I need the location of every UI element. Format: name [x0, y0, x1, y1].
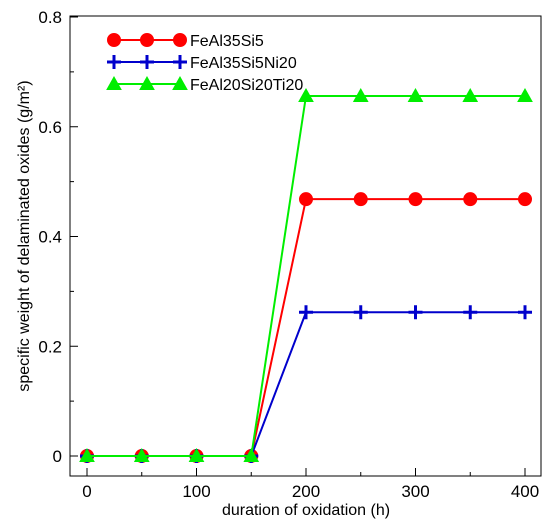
- data-point: [518, 192, 532, 207]
- data-point: [408, 305, 423, 320]
- legend-entry: FeAl35Si5: [107, 33, 264, 50]
- data-point: [352, 87, 369, 103]
- legend-marker: [173, 55, 187, 69]
- x-tick-label: 300: [401, 482, 429, 501]
- data-point: [408, 192, 423, 207]
- data-point: [79, 447, 95, 462]
- data-point: [462, 87, 479, 103]
- data-point: [517, 87, 533, 103]
- legend-marker: [107, 33, 121, 47]
- y-tick-label: 0.6: [38, 118, 62, 137]
- legend-marker: [140, 33, 154, 47]
- x-tick-label: 400: [511, 482, 539, 501]
- series-FeAl35Si5: [80, 192, 532, 463]
- series-FeAl35Si5Ni20: [80, 305, 532, 463]
- data-point: [243, 447, 260, 462]
- legend-marker: [107, 55, 121, 69]
- data-point: [407, 87, 424, 103]
- x-tick-label: 100: [182, 482, 210, 501]
- data-point: [463, 305, 478, 320]
- x-axis-label: duration of oxidation (h): [222, 502, 390, 519]
- series-line: [87, 311, 525, 457]
- data-point: [298, 87, 314, 103]
- legend-entry: FeAl20Si20Ti20: [106, 75, 303, 94]
- x-tick-label: 200: [292, 482, 320, 501]
- legend-marker: [140, 55, 154, 69]
- data-point: [353, 192, 368, 207]
- legend-marker: [139, 75, 155, 90]
- legend-label: FeAl35Si5: [190, 33, 264, 50]
- y-tick-label: 0: [53, 447, 62, 466]
- y-axis-label: specific weight of delaminated oxides (g…: [16, 80, 33, 391]
- data-point: [188, 447, 205, 462]
- data-point: [299, 192, 313, 207]
- series-line: [87, 198, 525, 457]
- y-tick-label: 0.4: [38, 228, 62, 247]
- legend-marker: [173, 33, 187, 47]
- axis-ticks: 0 100 200 300 400 0 0.2 0.4 0.6 0.8: [38, 8, 539, 501]
- y-tick-label: 0.2: [38, 337, 62, 356]
- legend-label: FeAl20Si20Ti20: [190, 77, 303, 94]
- series-line: [87, 95, 525, 457]
- series-FeAl20Si20Ti20: [79, 87, 533, 462]
- legend-label: FeAl35Si5Ni20: [190, 55, 297, 72]
- legend-marker: [172, 75, 188, 90]
- y-tick-label: 0.8: [38, 8, 62, 27]
- legend: FeAl35Si5 FeAl35Si5Ni20 FeAl20Si20Ti20: [106, 33, 303, 94]
- legend-entry: FeAl35Si5Ni20: [107, 55, 297, 72]
- series-layer: [79, 87, 533, 463]
- legend-marker: [106, 75, 122, 90]
- data-point: [518, 305, 532, 320]
- data-point: [133, 447, 150, 462]
- x-tick-label: 0: [82, 482, 91, 501]
- data-point: [299, 305, 313, 320]
- data-point: [463, 192, 478, 207]
- data-point: [353, 305, 368, 320]
